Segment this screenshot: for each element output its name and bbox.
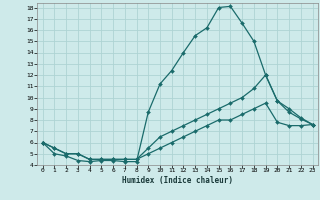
X-axis label: Humidex (Indice chaleur): Humidex (Indice chaleur)	[122, 176, 233, 185]
